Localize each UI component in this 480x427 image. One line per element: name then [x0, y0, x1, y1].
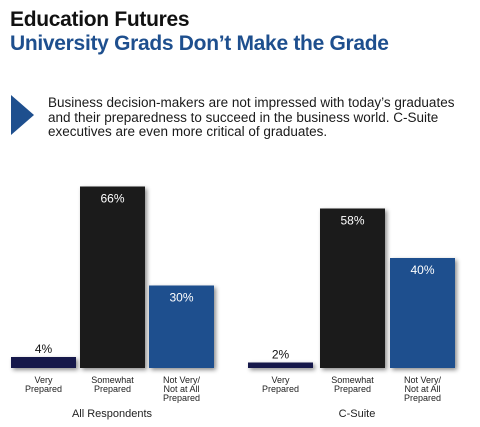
- value-label-all-respondents-not-very-prepared: 30%: [169, 291, 193, 305]
- value-label-c-suite-somewhat-prepared: 58%: [340, 214, 364, 228]
- category-label-c-suite-very-prepared: Very Prepared: [262, 375, 299, 394]
- category-label-all-respondents-very-prepared: Very Prepared: [25, 375, 62, 394]
- bar-all-respondents-not-very-prepared: [149, 285, 214, 368]
- bar-all-respondents-somewhat-prepared: [80, 186, 145, 368]
- category-label-all-respondents-somewhat-prepared: Somewhat Prepared: [91, 375, 134, 394]
- group-label-c-suite: C-Suite: [339, 408, 376, 420]
- bar-c-suite-not-very-prepared: [390, 258, 455, 368]
- bar-c-suite-very-prepared: [248, 362, 313, 368]
- page-subtitle: University Grads Don’t Make the Grade: [10, 32, 389, 55]
- page-title: Education Futures: [10, 8, 190, 31]
- value-label-c-suite-very-prepared: 2%: [272, 348, 290, 362]
- bar-c-suite-somewhat-prepared: [320, 208, 385, 368]
- category-label-c-suite-not-very-prepared: Not Very/Not at All Prepared: [404, 375, 442, 403]
- category-label-all-respondents-not-very-prepared: Not Very/Not at All Prepared: [163, 375, 201, 403]
- right-triangle-arrow-icon: [11, 95, 34, 135]
- group-label-all-respondents: All Respondents: [72, 408, 153, 420]
- value-label-all-respondents-somewhat-prepared: 66%: [100, 192, 124, 206]
- value-label-c-suite-not-very-prepared: 40%: [410, 263, 434, 277]
- bar-all-respondents-very-prepared: [11, 357, 76, 368]
- intro-text: Business decision-makers are not impress…: [48, 95, 455, 139]
- value-label-all-respondents-very-prepared: 4%: [35, 342, 53, 356]
- category-label-c-suite-somewhat-prepared: Somewhat Prepared: [331, 375, 374, 394]
